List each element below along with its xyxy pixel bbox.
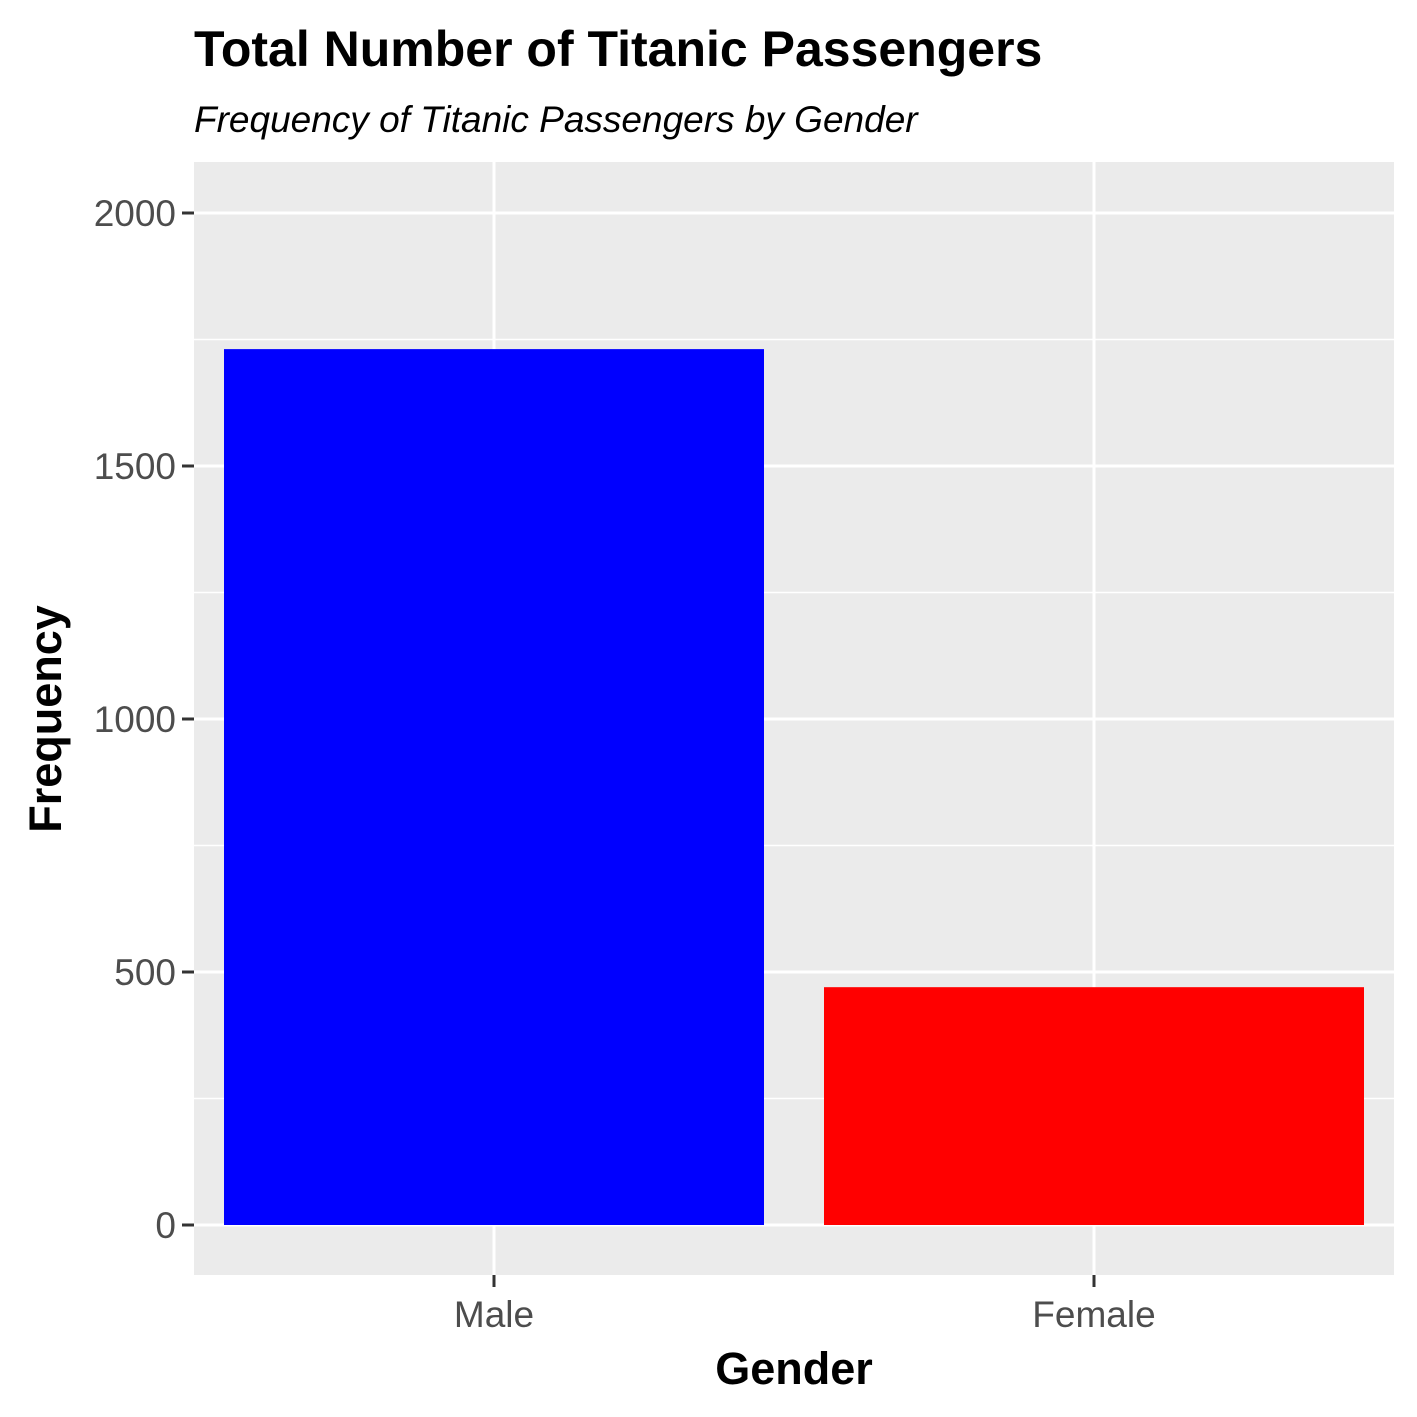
y-tick-label: 500	[114, 952, 176, 993]
y-axis: 0 500 1000 1500 2000	[94, 193, 194, 1246]
y-tick-label: 2000	[94, 193, 176, 234]
x-axis-title: Gender	[715, 1343, 873, 1394]
y-axis-title: Frequency	[20, 605, 71, 833]
chart-subtitle: Frequency of Titanic Passengers by Gende…	[194, 99, 919, 140]
y-tick-label: 1500	[94, 446, 176, 487]
y-tick-label: 0	[155, 1205, 176, 1246]
bars	[224, 349, 1364, 1225]
bar-female	[824, 987, 1364, 1225]
x-axis: Male Female	[454, 1275, 1156, 1335]
x-tick-label: Male	[454, 1294, 534, 1335]
y-tick-label: 1000	[94, 699, 176, 740]
chart-title: Total Number of Titanic Passengers	[194, 21, 1042, 77]
bar-male	[224, 349, 764, 1225]
x-tick-label: Female	[1032, 1294, 1155, 1335]
